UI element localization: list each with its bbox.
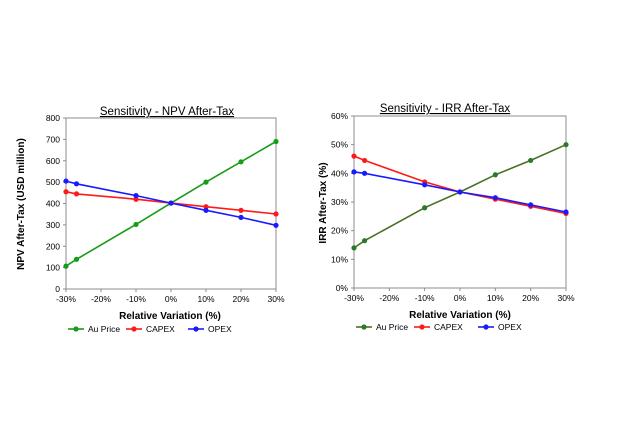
npv-data-point-capex (63, 189, 69, 195)
npv-data-point-opex (238, 214, 244, 220)
legend-swatch-marker-capex (131, 326, 137, 332)
irr-y-tick-label: 20% (331, 226, 348, 236)
irr-plot-frame (353, 115, 567, 289)
legend-swatch-marker-opex (483, 324, 489, 330)
irr-x-tick-label: 30% (557, 293, 574, 303)
npv-x-tick-label: 0% (165, 294, 178, 304)
npv-data-point-opex (73, 181, 80, 187)
irr-x-tick-label: -20% (379, 293, 399, 303)
irr-data-point-au-price (492, 172, 498, 178)
irr-x-tick-label: -30% (344, 293, 364, 303)
legend-label-au-price: Au Price (88, 324, 120, 334)
irr-y-tick-label: 10% (331, 254, 348, 264)
irr-data-point-opex (422, 182, 428, 188)
irr-data-point-capex (362, 157, 368, 164)
irr-x-tick-label: 10% (487, 293, 504, 303)
irr-x-axis-label: Relative Variation (%) (409, 310, 511, 321)
npv-x-tick-label: -30% (56, 294, 76, 304)
irr-data-point-au-price (563, 142, 569, 148)
irr-data-point-opex (528, 202, 534, 208)
npv-y-tick-label: 800 (46, 113, 60, 123)
npv-data-point-opex (203, 207, 209, 213)
npv-data-point-opex (168, 200, 174, 206)
legend-label-capex: CAPEX (146, 324, 175, 334)
irr-y-tick-label: 0% (336, 283, 349, 293)
legend-swatch-marker-au-price (361, 324, 367, 330)
npv-x-tick-label: 10% (197, 294, 214, 304)
npv-data-point-capex (73, 191, 80, 197)
npv-y-tick-label: 700 (46, 134, 60, 144)
irr-data-point-opex (351, 169, 357, 175)
irr-legend: Au Price CAPEX OPEX (356, 322, 522, 332)
npv-y-axis-label: NPV After-Tax (USD million) (16, 138, 27, 270)
irr-data-point-capex (351, 153, 357, 159)
npv-y-tick-label: 0 (55, 284, 60, 294)
npv-y-tick-label: 100 (46, 263, 60, 273)
npv-data-point-au-price (203, 179, 209, 185)
npv-data-point-au-price (73, 256, 80, 262)
npv-x-tick-label: -20% (91, 294, 111, 304)
npv-data-point-capex (203, 204, 209, 210)
npv-chart: Sensitivity - NPV After-Tax NPV After-Ta… (16, 106, 285, 334)
legend-label-capex: CAPEX (434, 322, 463, 332)
npv-x-tick-label: 20% (232, 294, 249, 304)
irr-data-point-au-price (351, 245, 357, 251)
irr-series-line-au-price (353, 143, 567, 249)
irr-x-tick-label: 20% (522, 293, 539, 303)
legend-label-opex: OPEX (498, 322, 522, 332)
irr-chart: Sensitivity - IRR After-Tax IRR After-Ta… (318, 103, 575, 332)
irr-y-tick-label: 40% (331, 168, 348, 178)
npv-chart-title: Sensitivity - NPV After-Tax (100, 106, 234, 118)
npv-x-axis-label: Relative Variation (%) (119, 311, 221, 322)
irr-data-point-opex (362, 170, 368, 176)
npv-data-point-opex (63, 178, 69, 184)
irr-data-point-opex (563, 209, 569, 215)
irr-x-tick-label: -10% (415, 293, 435, 303)
npv-y-tick-label: 300 (46, 220, 60, 230)
irr-chart-title: Sensitivity - IRR After-Tax (380, 103, 511, 115)
npv-plot-area: 0 100 200 300 400 500 600 700 800 -30% -20% -10% 0% 1… (46, 113, 285, 304)
legend-swatch-marker-au-price (73, 326, 79, 332)
irr-y-tick-label: 60% (331, 111, 348, 121)
npv-data-point-capex (238, 207, 244, 213)
npv-x-tick-label: 30% (267, 294, 284, 304)
irr-data-point-au-price (422, 205, 428, 211)
npv-data-point-capex (273, 211, 279, 217)
npv-legend: Au Price CAPEX OPEX (68, 324, 232, 334)
irr-x-tick-label: 0% (454, 293, 467, 303)
irr-y-tick-label: 50% (331, 140, 348, 150)
irr-y-tick-label: 30% (331, 197, 348, 207)
irr-data-point-au-price (528, 157, 534, 164)
npv-y-tick-label: 600 (46, 156, 60, 166)
legend-label-opex: OPEX (208, 324, 232, 334)
npv-data-point-au-price (238, 159, 244, 165)
npv-y-tick-label: 400 (46, 199, 60, 209)
npv-y-tick-label: 500 (46, 177, 60, 187)
irr-y-axis-label: IRR After-Tax (%) (318, 162, 329, 243)
npv-data-point-au-price (133, 221, 139, 228)
legend-label-au-price: Au Price (376, 322, 408, 332)
legend-swatch-marker-capex (419, 324, 425, 330)
irr-data-point-au-price (362, 238, 368, 244)
irr-plot-area: 0% 10% 20% 30% 40% 50% 60% -30% -20% -10% 0% 10% 20%… (331, 111, 575, 303)
npv-data-point-au-price (273, 138, 279, 145)
npv-data-point-capex (133, 196, 139, 202)
npv-x-tick-label: -10% (126, 294, 146, 304)
npv-data-point-opex (273, 222, 279, 228)
npv-data-point-opex (133, 192, 139, 199)
npv-y-tick-label: 200 (46, 241, 60, 251)
legend-swatch-marker-opex (193, 326, 199, 332)
irr-data-point-opex (492, 195, 498, 201)
npv-data-point-au-price (63, 263, 69, 269)
irr-data-point-opex (457, 189, 463, 195)
